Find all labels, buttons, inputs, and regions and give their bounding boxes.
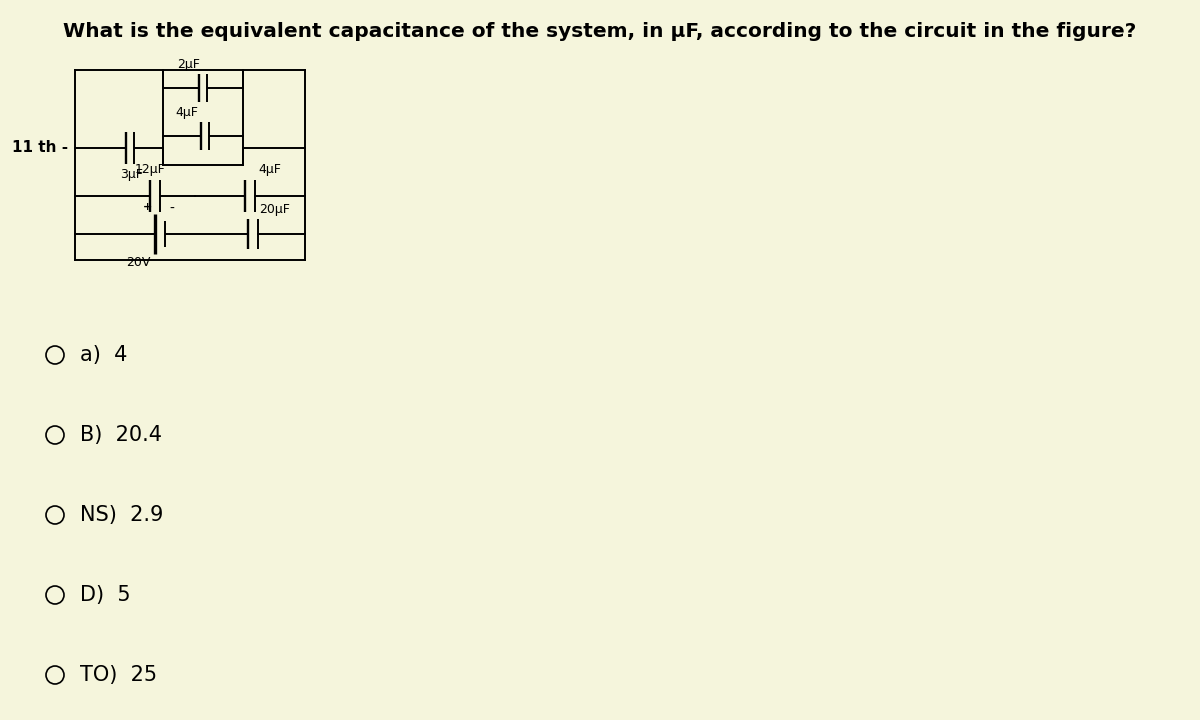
Text: +: + [143,202,152,212]
Text: 20V: 20V [126,256,150,269]
Text: a)  4: a) 4 [80,345,127,365]
Text: 11 th -: 11 th - [12,140,68,156]
Text: 4μF: 4μF [258,163,282,176]
Text: TO)  25: TO) 25 [80,665,157,685]
Text: NS)  2.9: NS) 2.9 [80,505,163,525]
Text: What is the equivalent capacitance of the system, in μF, according to the circui: What is the equivalent capacitance of th… [64,22,1136,41]
Text: 12μF: 12μF [134,163,166,176]
Text: 3μF: 3μF [120,168,144,181]
Text: 20μF: 20μF [259,203,290,216]
Text: 2μF: 2μF [178,58,200,71]
Text: D)  5: D) 5 [80,585,131,605]
Text: 4μF: 4μF [175,106,198,119]
Text: -: - [169,202,174,216]
Text: B)  20.4: B) 20.4 [80,425,162,445]
